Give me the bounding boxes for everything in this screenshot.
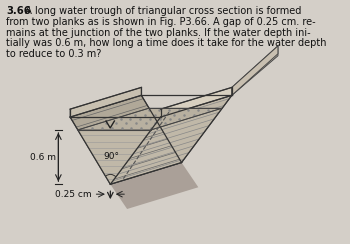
Text: 3.66: 3.66	[6, 6, 31, 16]
Text: mains at the junction of the two planks. If the water depth ini-: mains at the junction of the two planks.…	[6, 28, 311, 38]
Text: 90°: 90°	[104, 152, 120, 161]
Polygon shape	[232, 46, 278, 95]
Polygon shape	[161, 87, 232, 117]
Text: from two planks as is shown in Fig. P3.66. A gap of 0.25 cm. re-: from two planks as is shown in Fig. P3.6…	[6, 17, 316, 27]
Polygon shape	[110, 95, 232, 184]
Polygon shape	[78, 108, 222, 130]
Text: A long water trough of triangular cross section is formed: A long water trough of triangular cross …	[19, 6, 301, 16]
Text: 0.6 m: 0.6 m	[30, 152, 56, 162]
Polygon shape	[70, 95, 182, 184]
Text: to reduce to 0.3 m?: to reduce to 0.3 m?	[6, 49, 102, 59]
Text: 0.25 cm: 0.25 cm	[55, 190, 92, 199]
Polygon shape	[232, 46, 278, 95]
Text: tially was 0.6 m, how long a time does it take for the water depth: tially was 0.6 m, how long a time does i…	[6, 38, 327, 48]
Polygon shape	[110, 163, 198, 209]
Polygon shape	[70, 87, 141, 117]
Polygon shape	[78, 130, 151, 184]
